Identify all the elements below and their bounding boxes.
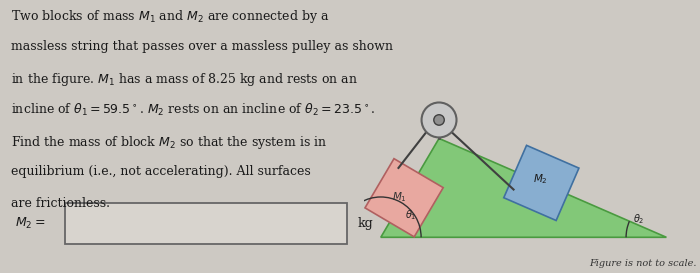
Text: $M_1$: $M_1$ [393, 190, 407, 204]
Text: Find the mass of block $M_2$ so that the system is in: Find the mass of block $M_2$ so that the… [11, 134, 328, 151]
Polygon shape [504, 145, 579, 221]
Text: $\theta_2$: $\theta_2$ [634, 212, 645, 226]
Polygon shape [365, 159, 443, 237]
Text: are frictionless.: are frictionless. [11, 197, 110, 210]
Bar [65, 203, 347, 244]
Text: Two blocks of mass $M_1$ and $M_2$ are connected by a: Two blocks of mass $M_1$ and $M_2$ are c… [11, 8, 330, 25]
Text: $\theta_1$: $\theta_1$ [405, 208, 416, 222]
Text: massless string that passes over a massless pulley as shown: massless string that passes over a massl… [11, 40, 393, 53]
Text: in the figure. $M_1$ has a mass of 8.25 kg and rests on an: in the figure. $M_1$ has a mass of 8.25 … [11, 71, 358, 88]
Text: incline of $\theta_1 = 59.5^\circ$. $M_2$ rests on an incline of $\theta_2 = 23.: incline of $\theta_1 = 59.5^\circ$. $M_2… [11, 102, 375, 118]
Text: equilibrium (i.e., not accelerating). All surfaces: equilibrium (i.e., not accelerating). Al… [11, 165, 311, 178]
Circle shape [421, 102, 456, 137]
Text: Figure is not to scale.: Figure is not to scale. [589, 259, 696, 268]
Text: kg: kg [358, 217, 374, 230]
Text: $M_2 =$: $M_2 =$ [15, 216, 46, 232]
Circle shape [434, 115, 444, 125]
Polygon shape [381, 138, 666, 237]
Text: $M_2$: $M_2$ [533, 172, 547, 186]
